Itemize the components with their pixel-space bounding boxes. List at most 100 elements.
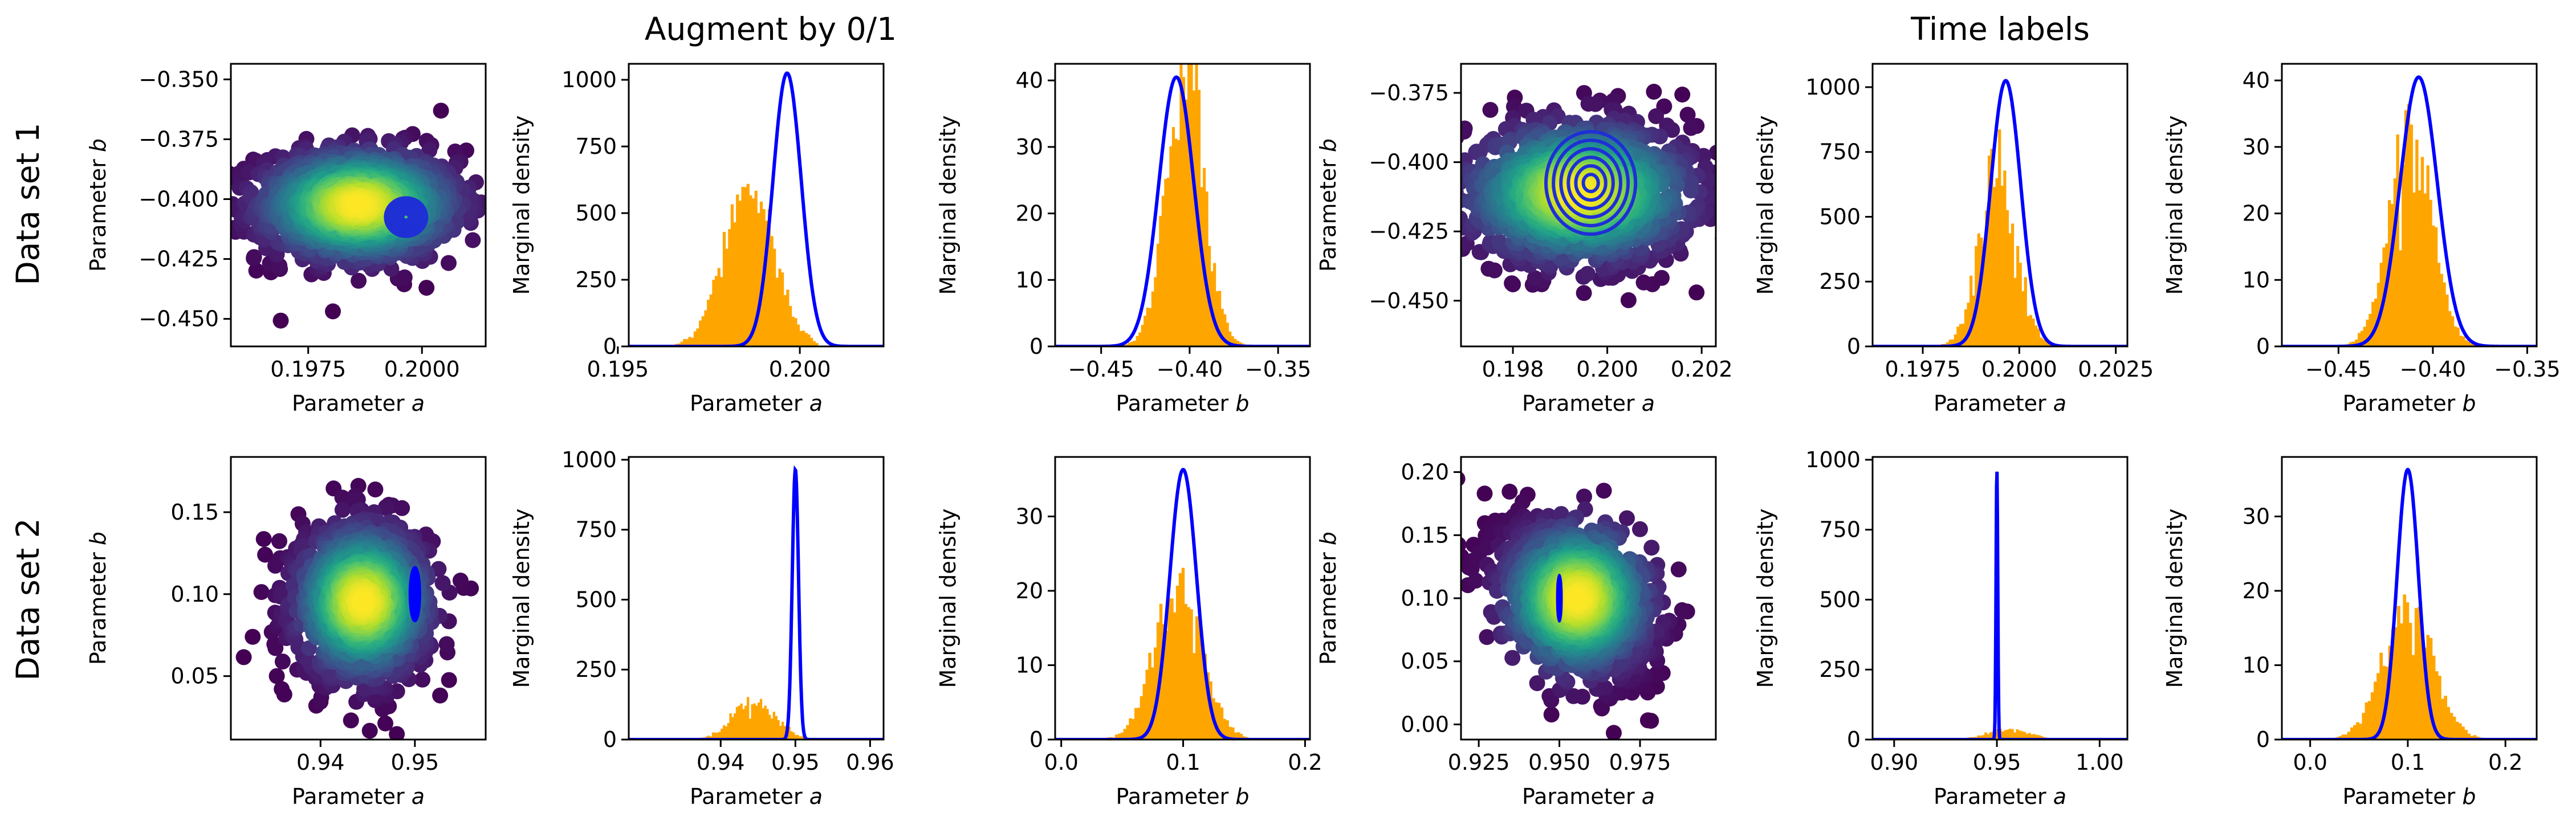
histogram-bar [1967,303,1970,346]
scatter-point [1648,665,1665,682]
histogram-bar [791,316,795,346]
scatter-point [1399,244,1415,260]
histogram-bar [1959,324,1962,346]
histogram-bar [1185,99,1188,346]
y-axis-label: Marginal density [935,115,961,295]
scatter-point [361,722,378,739]
scatter-point [383,260,400,277]
histogram-bar [712,280,715,346]
scatter-point [1461,471,1466,486]
x-tick-label: −0.45 [2305,357,2371,382]
scatter-point [248,263,264,279]
plot-area [231,103,486,329]
histogram-bar [2420,157,2424,346]
histogram-bar [2037,328,2040,346]
y-tick-label: 750 [1819,140,1861,165]
scatter-point [1734,187,1750,203]
y-tick-label: 250 [575,657,617,682]
histogram-bar [1215,702,1218,740]
scatter-point [343,712,359,729]
histogram-bar [1217,703,1221,740]
histogram-bar [2415,140,2419,346]
row-label-data-set-2: Data set 2 [10,518,46,680]
histogram-bar [770,718,774,740]
histogram-bar [1178,573,1182,740]
posterior-ellipse [408,566,421,623]
histogram-bar [2021,291,2025,346]
plot-area [1055,468,1310,740]
histogram-bar [796,324,800,346]
scatter-point [1632,521,1648,537]
histogram-bar [1990,149,1993,346]
histogram-bar [1154,647,1157,740]
plot-area [1873,79,2127,346]
histogram-bar [1220,309,1224,346]
histogram-bar [773,248,776,346]
y-tick-label: 0 [1847,334,1861,359]
y-tick-label: 1000 [561,447,617,472]
histogram-bar [744,705,747,740]
histogram-bar [1948,340,1952,346]
subplot-grid: 0.1975 0.2000−0.450−0.425−0.400−0.375−0.3… [86,63,2561,809]
histogram-bar [1175,586,1179,740]
histogram-bar [2390,204,2394,346]
scatter-point [235,649,252,665]
histogram-bar [2467,342,2471,346]
histogram-bar [1975,246,1978,346]
histogram-bar [728,229,731,346]
scatter-point [1670,561,1687,578]
histogram-bar [799,736,801,740]
scatter-point [1543,707,1560,723]
histogram-bar [1187,607,1190,740]
x-tick-label: 0.1 [1166,750,1200,775]
scatter-point [377,715,393,732]
histogram-bar [2019,263,2022,346]
scatter-point [379,500,395,517]
histogram-bar [770,236,774,346]
scatter-point [325,303,341,320]
x-tick-label: 0.200 [769,357,831,382]
scatter-point [1639,712,1656,729]
x-axis-label: Parameter a [292,784,425,809]
histogram-bar [2429,199,2432,346]
scatter-point [1674,602,1690,618]
histogram-bar [779,725,782,740]
histogram-bar [741,187,744,346]
subplot-r0c0: 0.1975 0.2000−0.450−0.425−0.400−0.375−0.3… [86,63,487,416]
histogram-bar [1143,316,1147,346]
histogram-bar [815,343,819,346]
scatter-point [1683,120,1699,136]
histogram-bar [1151,667,1154,740]
histogram-bar [2445,295,2449,346]
histogram-bar [810,337,813,346]
y-tick-label: −0.375 [1369,80,1449,105]
histogram-bar [2399,250,2402,346]
column-group-title-augment: Augment by 0/1 [645,11,897,47]
histogram-bar [2423,193,2427,346]
x-tick-label: 0.96 [846,750,894,775]
posterior-contour [397,209,415,226]
y-axis-label: Marginal density [509,508,534,688]
scatter-point [1580,96,1597,112]
histogram-bar [788,726,791,740]
histogram-bar [2352,341,2355,346]
histogram-bar [1223,718,1227,740]
histogram-bar [2047,343,2050,346]
histogram-bar [1998,129,2001,346]
histogram-bar [2426,165,2430,346]
y-axis-label: Parameter b [86,532,111,665]
plot-area [2282,75,2537,346]
axes-frame [628,456,885,741]
histogram-bar [716,732,719,740]
scatter-point [1419,245,1435,261]
scatter-point [257,546,274,563]
histogram-bar [2029,315,2032,346]
histogram-bar [1203,654,1207,740]
histogram-bar [2024,277,2027,346]
histogram-bar [1166,178,1170,346]
histogram-bar [1231,727,1235,740]
scatter-point [255,531,272,548]
posterior-density-curve [1055,468,1310,740]
